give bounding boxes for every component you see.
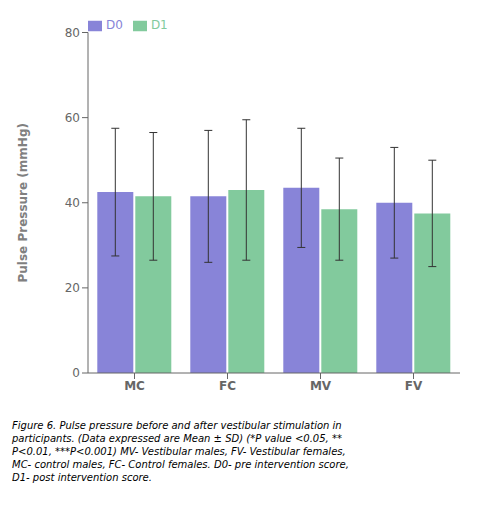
svg-text:20: 20 <box>65 281 80 295</box>
svg-text:80: 80 <box>65 26 80 40</box>
svg-text:MV: MV <box>310 379 332 393</box>
svg-text:Pulse Pressure (mmHg): Pulse Pressure (mmHg) <box>16 123 30 282</box>
html-text:Figure 6. Pulse pressure befor: Figure 6. Pulse pressure before and afte… <box>12 420 349 483</box>
svg-text:FV: FV <box>405 379 423 393</box>
svg-text:0: 0 <box>72 366 80 380</box>
svg-text:MC: MC <box>124 379 145 393</box>
html-text:D1: D1 <box>150 18 168 32</box>
svg-text:60: 60 <box>65 111 80 125</box>
html-text:D0: D0 <box>106 18 123 32</box>
svg-text:FC: FC <box>219 379 236 393</box>
svg-text:40: 40 <box>65 196 80 210</box>
